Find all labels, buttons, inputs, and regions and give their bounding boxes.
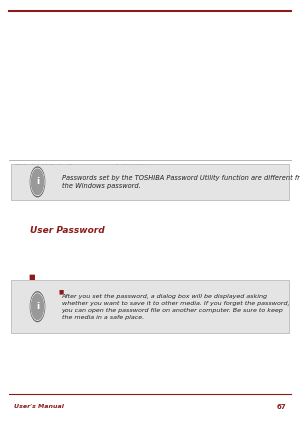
Ellipse shape: [31, 293, 44, 320]
Ellipse shape: [30, 168, 45, 196]
Text: After you set the password, a dialog box will be displayed asking
whether you wa: After you set the password, a dialog box…: [61, 294, 289, 320]
Ellipse shape: [30, 166, 45, 198]
Text: i: i: [36, 302, 39, 311]
Text: i: i: [36, 177, 39, 187]
Text: Passwords set by the TOSHIBA Password Utility function are different from
the Wi: Passwords set by the TOSHIBA Password Ut…: [61, 175, 300, 189]
Text: User's Manual: User's Manual: [14, 404, 63, 409]
FancyBboxPatch shape: [11, 280, 289, 333]
Text: ■: ■: [28, 274, 35, 280]
Text: ■: ■: [58, 289, 64, 294]
Ellipse shape: [30, 291, 45, 322]
Ellipse shape: [30, 292, 45, 321]
FancyBboxPatch shape: [11, 164, 289, 200]
Ellipse shape: [31, 168, 44, 195]
Text: User Password: User Password: [30, 226, 105, 235]
Text: TOSHIBA Password Utility: TOSHIBA Password Utility: [14, 164, 154, 174]
Text: 67: 67: [277, 404, 286, 410]
